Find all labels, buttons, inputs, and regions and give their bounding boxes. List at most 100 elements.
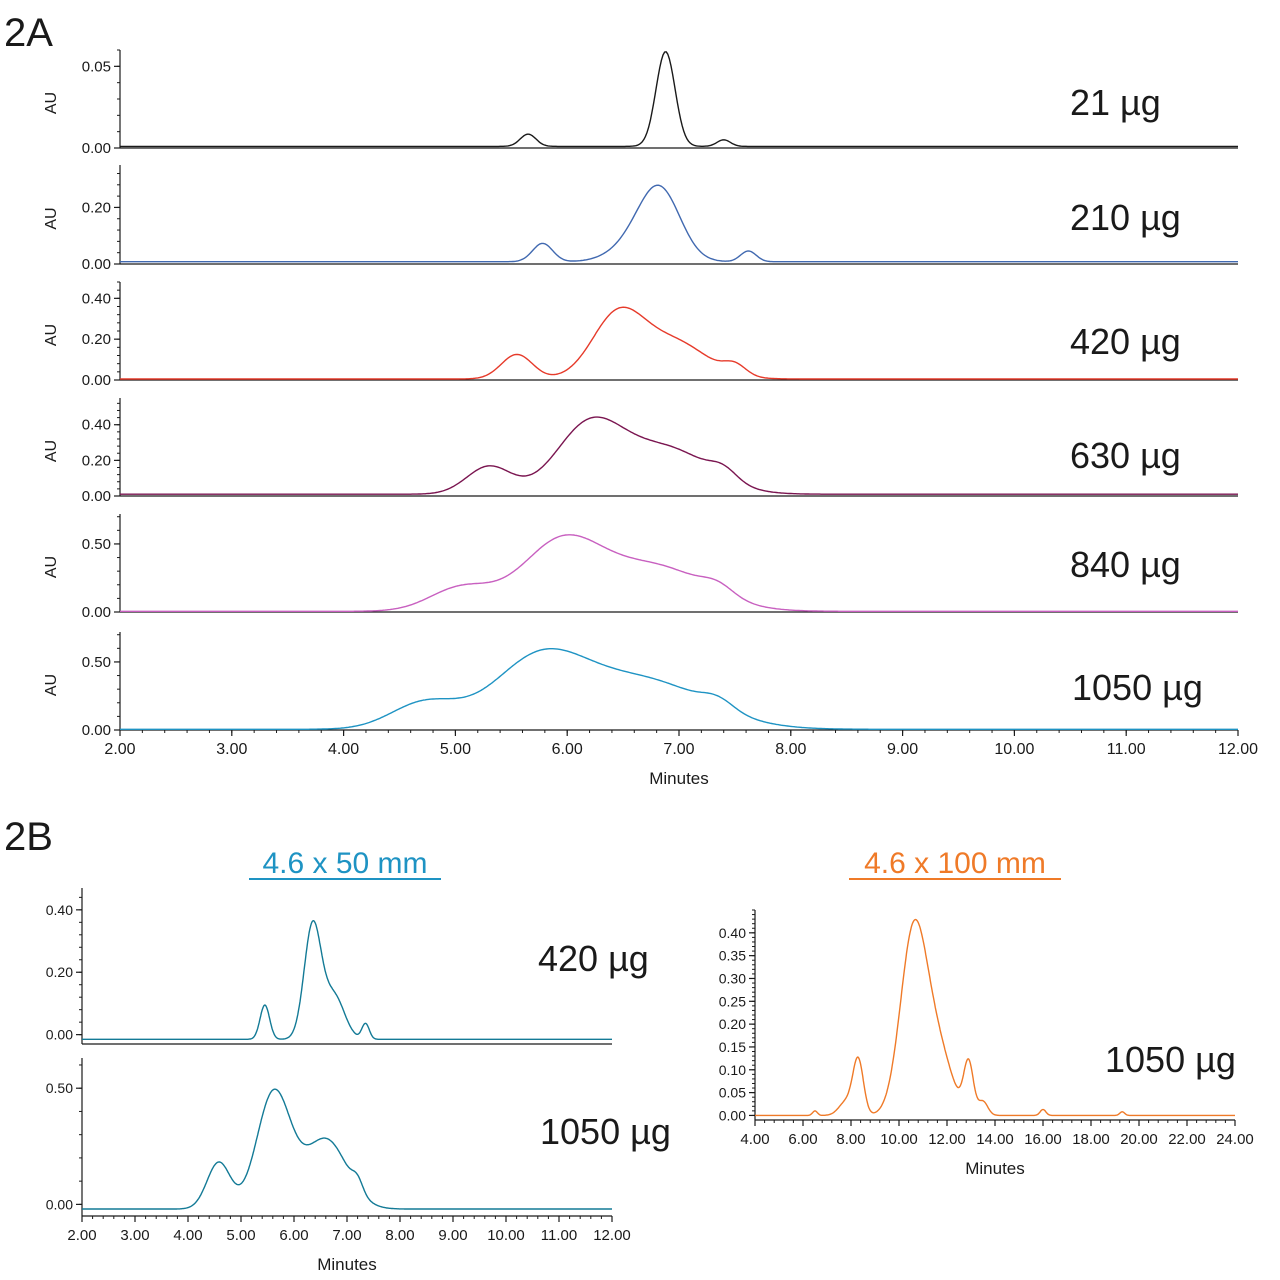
y-tick-label: 0.25: [719, 993, 746, 1009]
x-tick-label: 12.00: [593, 1227, 631, 1244]
x-tick-label: 3.00: [120, 1227, 149, 1244]
x-tick-label: 11.00: [541, 1227, 577, 1244]
x-tick-label: 20.00: [1120, 1131, 1158, 1148]
x-tick-label: 14.00: [976, 1131, 1014, 1148]
chart-2B-100-1050: 0.00 0.05 0.10 0.15 0.20 0.25 0.30 0.35 0.40 4.00…: [719, 909, 1254, 1178]
panel-a-label: 2A: [4, 11, 53, 55]
trace-line: [755, 918, 1235, 1117]
y-tick-label: 0.20: [719, 1016, 746, 1032]
x-tick-label: 24.00: [1216, 1131, 1254, 1148]
y-axis-label: AU: [43, 207, 60, 229]
sample-amount-label: 630 µg: [1070, 435, 1181, 476]
y-axis-label: AU: [43, 92, 60, 114]
x-tick-label: 11.00: [1107, 741, 1146, 758]
trace-line: [120, 306, 1238, 380]
x-tick-label: 5.00: [226, 1227, 255, 1244]
x-tick-label: 9.00: [887, 741, 918, 758]
panel-b-right-title: 4.6 x 100 mm: [849, 847, 1061, 880]
x-tick-label: 22.00: [1168, 1131, 1206, 1148]
sample-amount-label: 1050 µg: [540, 1111, 671, 1152]
x-tick-label: 12.00: [928, 1131, 966, 1148]
y-tick-label: 0.00: [82, 372, 111, 389]
y-tick-label: 0.30: [719, 970, 746, 986]
x-tick-label: 10.00: [487, 1227, 525, 1244]
x-tick-label: 4.00: [328, 741, 359, 758]
x-tick-label: 7.00: [332, 1227, 361, 1244]
x-axis-label: Minutes: [965, 1159, 1025, 1178]
trace-line: [120, 648, 1238, 730]
y-tick-label: 0.35: [719, 948, 746, 964]
y-tick-label: 0.05: [82, 58, 111, 75]
y-tick-label: 0.00: [82, 256, 111, 273]
x-tick-label: 5.00: [440, 741, 471, 758]
sample-amount-label: 420 µg: [538, 938, 649, 979]
x-tick-label: 6.00: [552, 741, 583, 758]
x-tick-label: 4.00: [740, 1131, 769, 1148]
trace-line: [82, 920, 612, 1040]
y-tick-label: 0.50: [82, 536, 111, 553]
y-tick-label: 0.00: [82, 488, 111, 505]
x-tick-label: 2.00: [67, 1227, 96, 1244]
y-axis-label: AU: [43, 556, 60, 578]
trace-line: [82, 1088, 612, 1210]
sample-amount-label: 21 µg: [1070, 82, 1161, 123]
chart-2A-21: 0.00 0.05 AU 21 µg: [43, 49, 1238, 157]
panel-b-left-title: 4.6 x 50 mm: [249, 847, 441, 880]
x-tick-label: 12.00: [1218, 741, 1258, 758]
y-axis-label: AU: [43, 324, 60, 346]
y-tick-label: 0.20: [82, 452, 111, 469]
y-tick-label: 0.00: [82, 722, 111, 739]
y-tick-label: 0.00: [82, 140, 111, 157]
chart-2A-840: 0.00 0.50 AU 840 µg: [43, 514, 1238, 621]
y-tick-label: 0.20: [82, 331, 111, 348]
x-tick-label: 6.00: [788, 1131, 817, 1148]
x-tick-label: 10.00: [880, 1131, 918, 1148]
sample-amount-label: 1050 µg: [1072, 667, 1203, 708]
sample-amount-label: 1050 µg: [1105, 1039, 1236, 1080]
chart-2A-420: 0.00 0.20 0.40 AU 420 µg: [43, 281, 1238, 389]
y-tick-label: 0.15: [719, 1039, 746, 1055]
y-tick-label: 0.40: [46, 902, 73, 918]
x-tick-label: 7.00: [663, 741, 694, 758]
x-axis-label: Minutes: [649, 769, 709, 788]
sample-amount-label: 840 µg: [1070, 544, 1181, 585]
sample-amount-label: 210 µg: [1070, 197, 1181, 238]
chart-2A-1050: 0.00 0.50 AU 2.00 3.00 4.00 5.00 6.00 7.00 8.00 9.…: [43, 632, 1258, 788]
chart-2A-210: 0.00 0.20 AU 210 µg: [43, 165, 1238, 273]
x-tick-label: 3.00: [216, 741, 247, 758]
x-tick-label: 18.00: [1072, 1131, 1110, 1148]
column-100mm-title: 4.6 x 100 mm: [864, 847, 1046, 880]
x-axis-label: Minutes: [317, 1255, 377, 1274]
y-tick-label: 0.00: [82, 604, 111, 621]
y-tick-label: 0.40: [82, 290, 111, 307]
y-axis-label: AU: [43, 440, 60, 462]
column-50mm-title: 4.6 x 50 mm: [262, 847, 427, 880]
trace-line: [120, 184, 1238, 263]
trace-line: [120, 534, 1238, 612]
y-axis-label: AU: [43, 674, 60, 696]
y-tick-label: 0.10: [719, 1062, 746, 1078]
x-tick-label: 8.00: [385, 1227, 414, 1244]
y-tick-label: 0.40: [82, 417, 111, 434]
chart-2B-50-1050: 0.00 0.50 2.00 3.00 4.00 5.00 6.00 7.00 8.00 9.00…: [46, 1058, 671, 1274]
trace-line: [120, 416, 1238, 495]
y-tick-label: 0.40: [719, 925, 746, 941]
y-tick-label: 0.05: [719, 1085, 746, 1101]
y-tick-label: 0.00: [46, 1027, 73, 1043]
y-tick-label: 0.20: [46, 964, 73, 980]
x-tick-label: 10.00: [994, 741, 1034, 758]
x-tick-label: 4.00: [173, 1227, 202, 1244]
x-tick-label: 8.00: [775, 741, 806, 758]
y-tick-label: 0.50: [46, 1080, 73, 1096]
x-tick-label: 8.00: [836, 1131, 865, 1148]
y-tick-label: 0.00: [46, 1196, 73, 1212]
chart-2A-630: 0.00 0.20 0.40 AU 630 µg: [43, 398, 1238, 505]
trace-line: [120, 51, 1238, 148]
panel-b-label: 2B: [4, 815, 53, 859]
chart-2B-50-420: 0.00 0.20 0.40 420 µg: [46, 888, 649, 1045]
y-tick-label: 0.00: [719, 1107, 746, 1123]
sample-amount-label: 420 µg: [1070, 321, 1181, 362]
x-tick-label: 16.00: [1024, 1131, 1062, 1148]
